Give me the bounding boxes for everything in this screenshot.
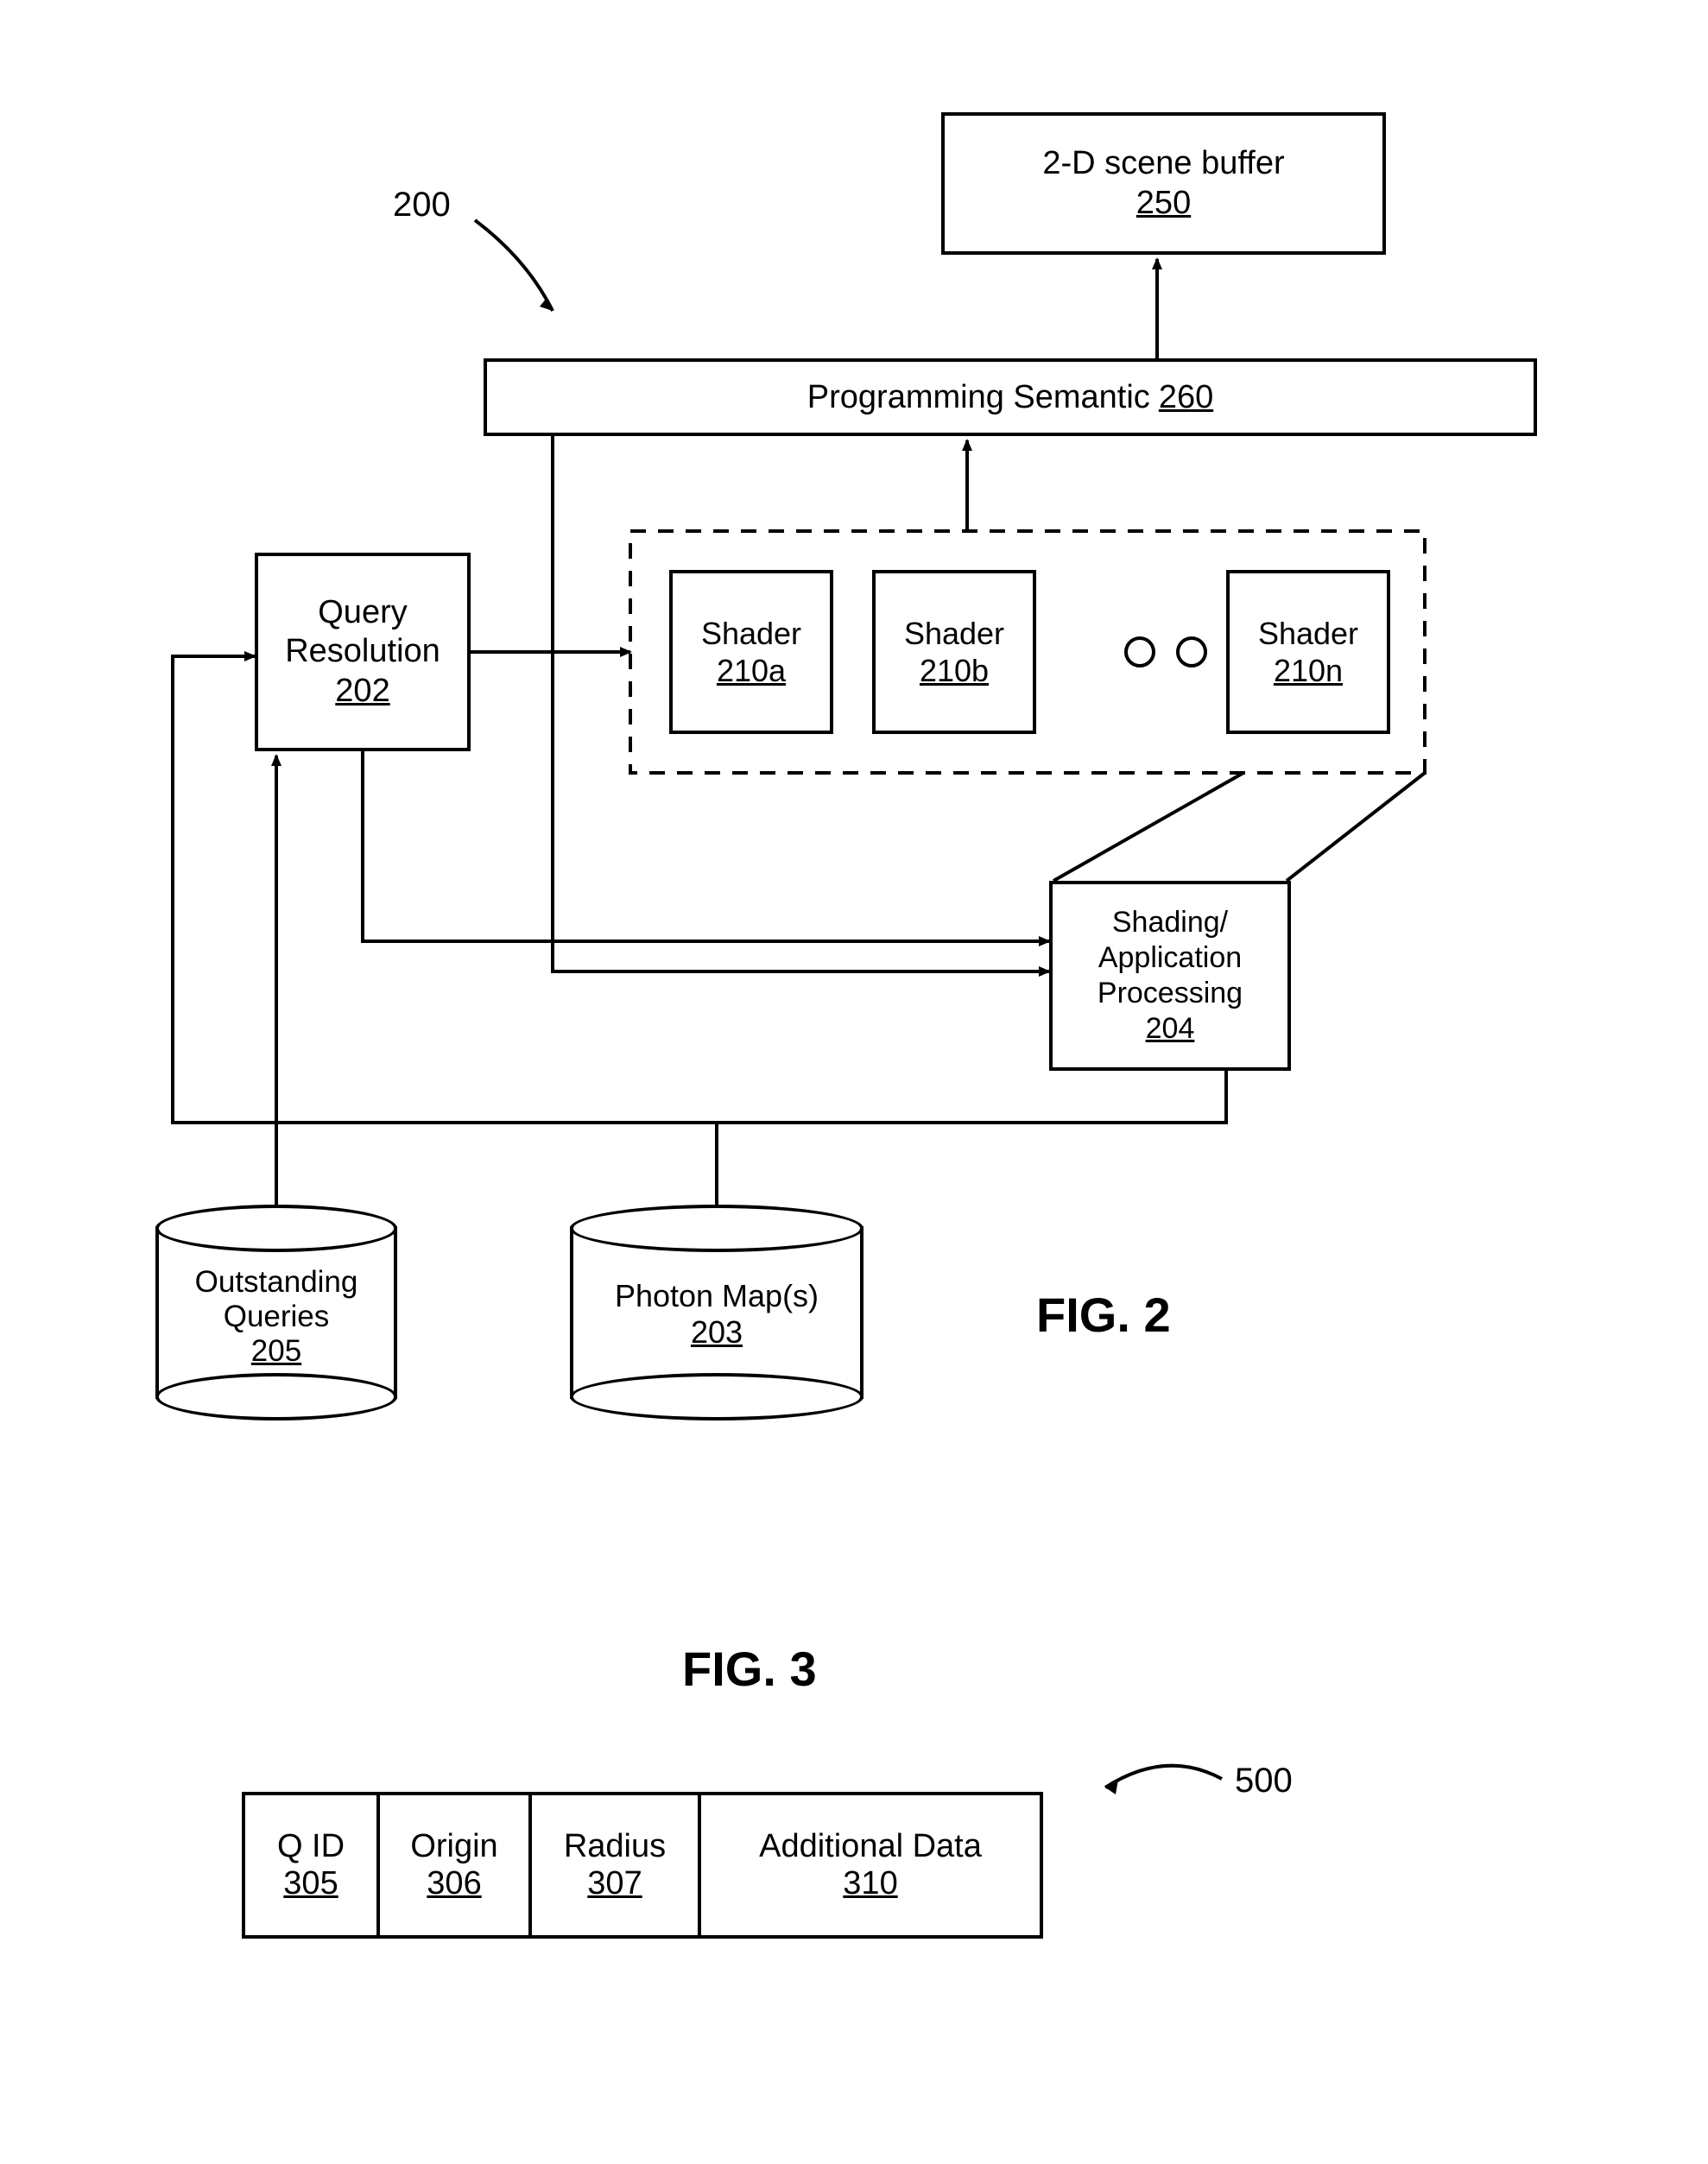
fig3-label: FIG. 3: [682, 1641, 817, 1697]
qid-l1: Q ID: [277, 1828, 345, 1865]
outstanding-ref: 205: [251, 1334, 301, 1369]
cylinder-outstanding-queries: Outstanding Queries 205: [155, 1205, 397, 1421]
outstanding-l2: Queries: [155, 1300, 397, 1334]
shading-ref: 204: [1146, 1011, 1195, 1047]
cylinder-photon-maps: Photon Map(s) 203: [570, 1205, 863, 1421]
adddata-l1: Additional Data: [759, 1828, 982, 1865]
programming-ref: 260: [1159, 379, 1213, 416]
outstanding-l1: Outstanding: [155, 1265, 397, 1300]
query-res-ref: 202: [335, 672, 389, 712]
box-query-resolution: Query Resolution 202: [255, 553, 471, 751]
origin-l1: Origin: [410, 1828, 497, 1865]
scene-buffer-text: 2-D scene buffer: [1042, 144, 1284, 184]
query-res-l1: Query: [318, 593, 407, 633]
origin-ref: 306: [427, 1865, 481, 1902]
box-shader-b: Shader 210b: [872, 570, 1036, 734]
photon-ref: 203: [691, 1314, 743, 1351]
box-programming-semantic: Programming Semantic 260: [484, 358, 1537, 436]
page: 200 2-D scene buffer 250 Programming Sem…: [0, 0, 1708, 2164]
shader-b-ref: 210b: [920, 652, 989, 689]
radius-l1: Radius: [564, 1828, 666, 1865]
fig3-table: Q ID 305 Origin 306 Radius 307 Additiona…: [242, 1792, 1140, 1939]
shading-l3: Processing: [1098, 976, 1243, 1011]
box-scene-buffer: 2-D scene buffer 250: [941, 112, 1386, 255]
fig2-label: FIG. 2: [1036, 1287, 1171, 1343]
adddata-ref: 310: [843, 1865, 897, 1902]
shader-a-text: Shader: [701, 615, 801, 652]
cell-radius: Radius 307: [528, 1792, 701, 1939]
query-res-l2: Resolution: [285, 632, 440, 672]
label-200: 200: [393, 186, 451, 225]
cell-qid: Q ID 305: [242, 1792, 380, 1939]
label-500: 500: [1235, 1762, 1293, 1800]
photon-l1: Photon Map(s): [570, 1278, 863, 1314]
scene-buffer-ref: 250: [1136, 184, 1191, 224]
shader-a-ref: 210a: [717, 652, 786, 689]
cell-origin: Origin 306: [376, 1792, 532, 1939]
shading-l2: Application: [1098, 940, 1242, 976]
box-shader-n: Shader 210n: [1226, 570, 1390, 734]
shader-n-text: Shader: [1258, 615, 1358, 652]
programming-text: Programming Semantic: [807, 379, 1150, 416]
shader-n-ref: 210n: [1274, 652, 1343, 689]
radius-ref: 307: [587, 1865, 642, 1902]
shading-l1: Shading/: [1112, 905, 1228, 940]
box-shader-a: Shader 210a: [669, 570, 833, 734]
cell-additional-data: Additional Data 310: [698, 1792, 1043, 1939]
shader-b-text: Shader: [904, 615, 1004, 652]
qid-ref: 305: [283, 1865, 338, 1902]
box-shading-processing: Shading/ Application Processing 204: [1049, 881, 1291, 1071]
